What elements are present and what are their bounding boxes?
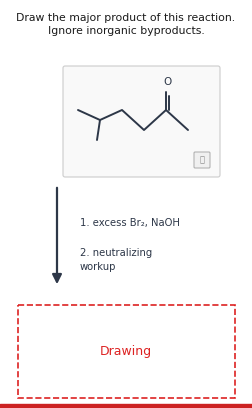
Text: Ignore inorganic byproducts.: Ignore inorganic byproducts. — [48, 26, 204, 36]
FancyBboxPatch shape — [194, 152, 210, 168]
Text: 2. neutralizing
workup: 2. neutralizing workup — [80, 248, 152, 272]
Bar — [18, 305, 235, 398]
Text: Drawing: Drawing — [100, 346, 152, 359]
Text: ⌕: ⌕ — [200, 155, 205, 164]
Text: 1. excess Br₂, NaOH: 1. excess Br₂, NaOH — [80, 218, 180, 228]
Text: O: O — [163, 77, 171, 87]
Text: Draw the major product of this reaction.: Draw the major product of this reaction. — [16, 13, 236, 23]
FancyBboxPatch shape — [63, 66, 220, 177]
